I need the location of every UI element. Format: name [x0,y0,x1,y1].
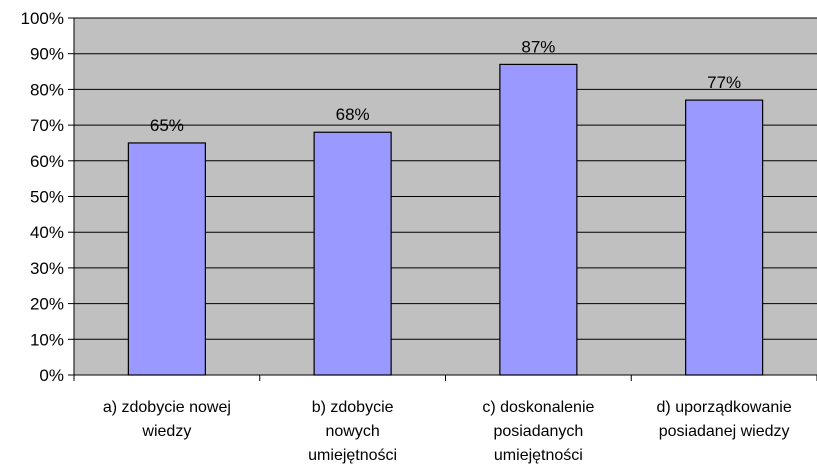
data-label: 87% [521,37,555,56]
x-category-label-line: d) uporządkowanie [657,399,792,416]
y-tick-label: 60% [30,152,64,171]
bar [127,142,206,376]
bar [499,63,578,376]
x-category-label-line: umiejętności [308,447,397,464]
x-category-label: b) zdobycie nowych umiejętności [308,399,397,464]
x-category-label-line: c) doskonalenie [482,399,594,416]
y-tick-label: 90% [30,45,64,64]
y-axis-ticks: 0% 10% 20% 30% 40% 50% 60% 70% 80% 90% 100% [21,9,74,385]
x-category-label: a) zdobycie nowej wiedzy [103,399,231,440]
x-category-label-line: nowych [326,423,380,440]
x-category-label-line: a) zdobycie nowej [103,399,231,416]
y-tick-label: 0% [39,366,64,385]
x-category-label: c) doskonalenie posiadanych umiejętności [482,399,594,464]
data-label: 77% [707,73,741,92]
bar [313,131,392,376]
x-category-label-line: posiadanych [493,423,583,440]
y-tick-label: 10% [30,330,64,349]
y-tick-label: 30% [30,259,64,278]
y-tick-label: 20% [30,295,64,314]
data-label: 68% [336,105,370,124]
bars [127,63,764,376]
x-category-label-line: b) zdobycie [312,399,394,416]
x-category-label: d) uporządkowanie posiadanej wiedzy [657,399,792,440]
x-category-label-line: posiadanej wiedzy [659,423,790,440]
bar [685,99,764,376]
y-tick-label: 70% [30,116,64,135]
x-axis-categories: a) zdobycie nowej wiedzy b) zdobycie nowych… [73,375,817,464]
y-tick-label: 50% [30,188,64,207]
data-labels: 65% 68% 87% 77% [150,37,741,135]
y-tick-label: 100% [21,9,64,28]
y-tick-label: 40% [30,223,64,242]
y-tick-label: 80% [30,80,64,99]
x-category-label-line: wiedzy [141,423,191,440]
x-category-label-line: umiejętności [494,447,583,464]
data-label: 65% [150,116,184,135]
